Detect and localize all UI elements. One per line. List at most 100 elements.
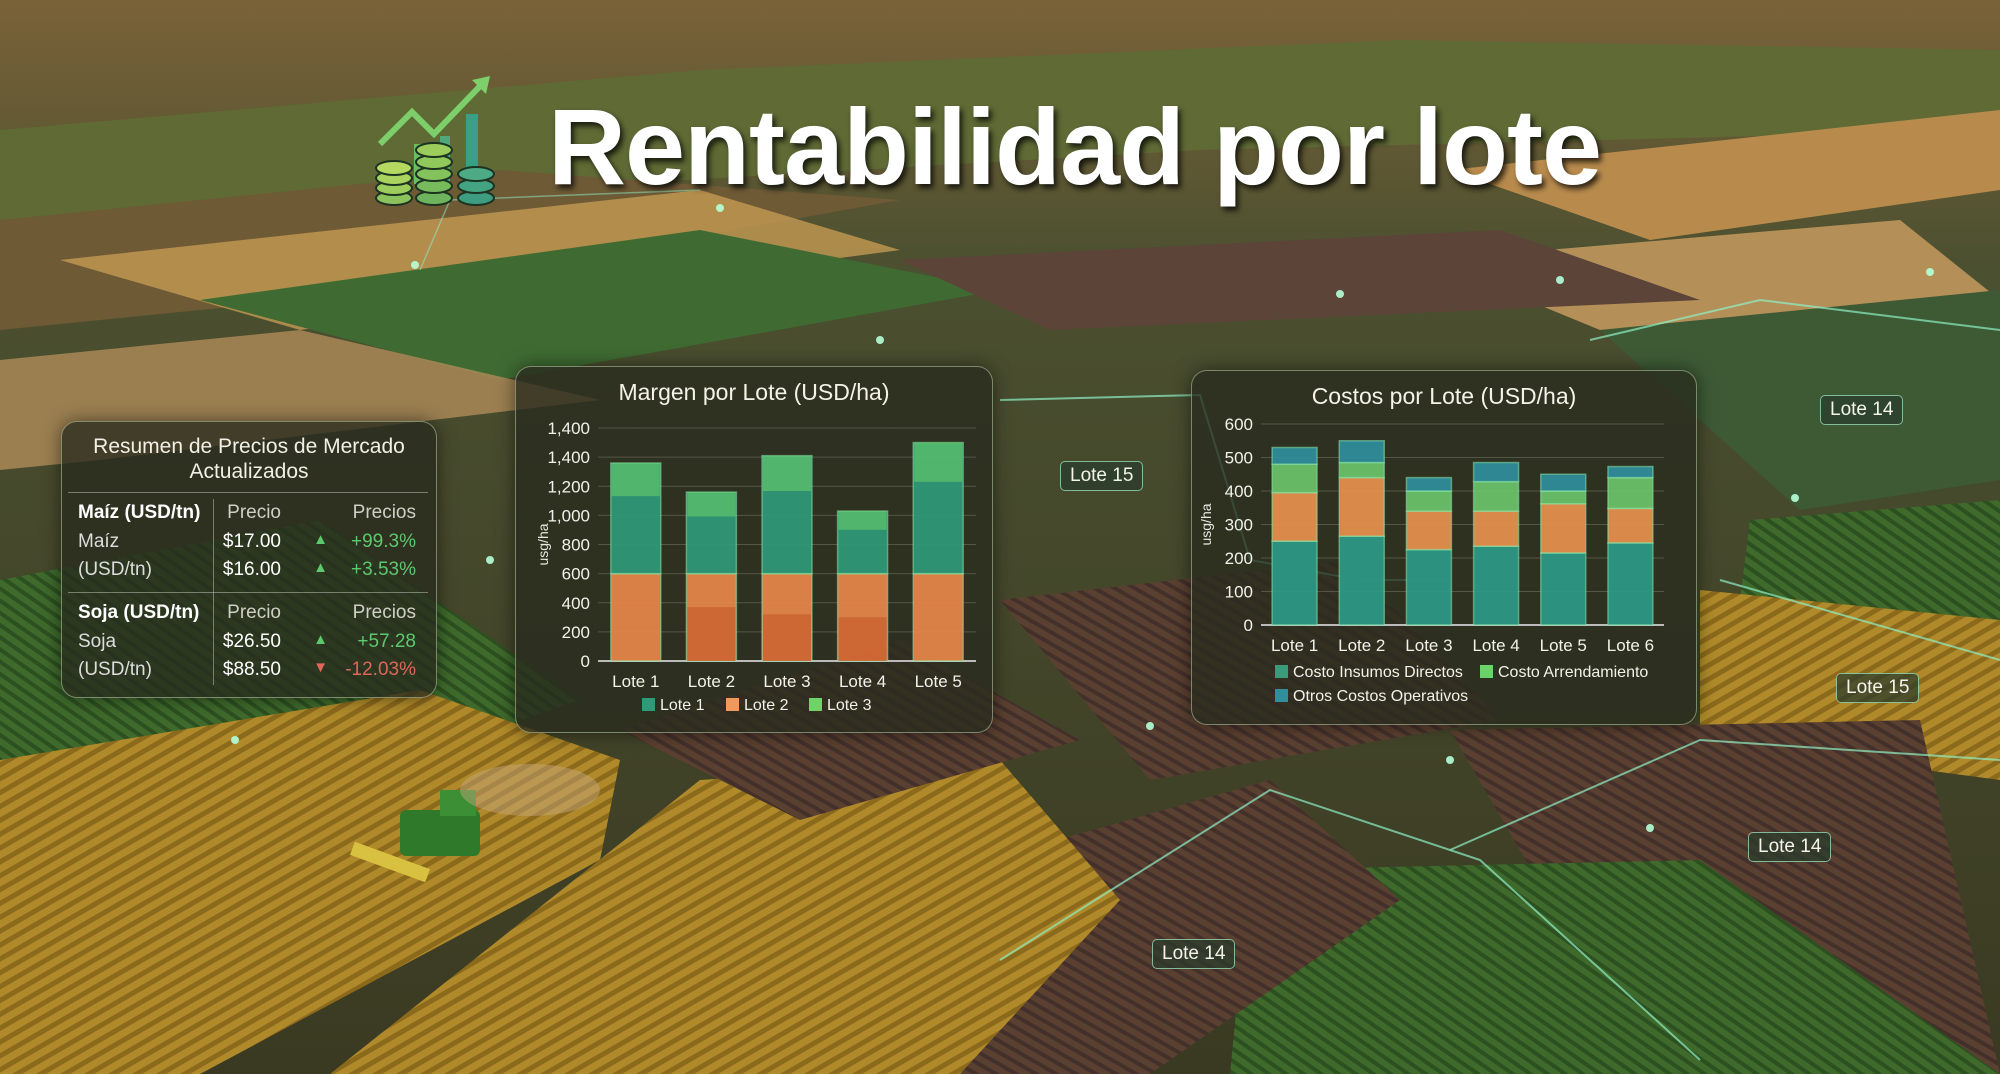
bar-segment <box>1338 535 1385 626</box>
divider <box>213 499 214 685</box>
bar-segment <box>1338 440 1385 464</box>
market-prices-panel: Resumen de Precios de Mercado Actualizad… <box>61 421 437 698</box>
bar-segment-highlight <box>687 492 736 517</box>
bar-segment <box>1405 548 1453 626</box>
legend-swatch <box>1480 665 1493 678</box>
price-row: Soja $26.50 ▲ +57.28 <box>78 631 416 652</box>
lote-tag[interactable]: Lote 14 <box>1748 832 1832 862</box>
bar-segment <box>1271 491 1318 543</box>
price-row: (USD/tn) $88.50 ▼ -12.03% <box>78 659 416 680</box>
bar-segment-highlight <box>838 511 887 530</box>
bar-segment <box>838 617 887 661</box>
bar-segment <box>1472 480 1520 512</box>
price-row: (USD/tn) $16.00 ▲ +3.53% <box>78 559 416 580</box>
y-tick-label: 1,000 <box>547 506 590 525</box>
bar-segment-highlight <box>914 442 963 482</box>
legend-label: Lote 2 <box>744 697 789 714</box>
bar-segment <box>687 607 736 661</box>
costs-chart: 0 100 200 300 400 500 600 usg/ha Lote 1 Lote 2 Lot… <box>1198 415 1664 705</box>
bar-segment <box>1607 507 1654 544</box>
divider <box>68 592 428 593</box>
lote-tag[interactable]: Lote 14 <box>1152 939 1236 969</box>
x-tick-label: Lote 5 <box>915 672 962 691</box>
x-tick-label: Lote 3 <box>763 672 810 691</box>
price-row: Maíz $17.00 ▲ +99.3% <box>78 531 416 552</box>
y-tick-label: 1,400 <box>547 448 590 467</box>
legend-label: Otros Costos Operativos <box>1293 688 1468 705</box>
y-tick-label: 0 <box>1244 616 1253 635</box>
legend-swatch <box>1275 689 1288 702</box>
bar-segment <box>1540 490 1587 505</box>
y-tick-label: 400 <box>562 594 590 613</box>
y-tick-label: 800 <box>562 536 590 555</box>
page-title: Rentabilidad por lote <box>548 86 1602 207</box>
legend-swatch <box>809 698 822 711</box>
price-group-header: Soja (USD/tn) Precio Precios <box>78 602 416 623</box>
bar-segment <box>1472 461 1520 483</box>
legend-swatch <box>642 698 655 711</box>
panel-title: Resumen de Precios de Mercado Actualizad… <box>93 435 405 483</box>
bar-segment <box>1472 545 1520 626</box>
bar-segment <box>1607 476 1654 510</box>
y-tick-label: 500 <box>1225 449 1253 468</box>
bar-segment <box>763 614 811 661</box>
legend-swatch <box>1275 665 1288 678</box>
lote-tag[interactable]: Lote 15 <box>1836 673 1920 703</box>
x-tick-label: Lote 2 <box>1338 636 1385 655</box>
bar-segment <box>1271 446 1318 465</box>
costs-chart-panel: Costos por Lote (USD/ha) 0 100 200 300 400 50… <box>1191 370 1697 725</box>
y-tick-label: 600 <box>562 565 590 584</box>
bar-segment <box>912 572 964 662</box>
triangle-up-icon: ▲ <box>313 631 328 648</box>
x-tick-label: Lote 4 <box>839 672 886 691</box>
y-axis-label: usg/ha <box>535 523 551 565</box>
margin-chart-panel: Margen por Lote (USD/ha) 0 200 400 600 800 1,… <box>515 366 993 733</box>
bar-segment-highlight <box>611 462 660 497</box>
x-tick-label: Lote 1 <box>612 672 659 691</box>
bar-segment <box>1607 465 1654 479</box>
x-tick-label: Lote 6 <box>1607 636 1654 655</box>
x-tick-label: Lote 5 <box>1540 636 1587 655</box>
y-tick-label: 0 <box>581 652 590 671</box>
triangle-up-icon: ▲ <box>313 559 328 576</box>
y-tick-label: 1,400 <box>547 419 590 438</box>
chart-title: Margen por Lote (USD/ha) <box>618 379 890 405</box>
y-tick-label: 200 <box>1225 549 1253 568</box>
divider <box>68 492 428 493</box>
bar-segment <box>1338 461 1385 479</box>
bar-segment-highlight <box>763 455 811 492</box>
bar-segment <box>1405 476 1453 492</box>
bar-segment <box>610 572 662 662</box>
x-tick-label: Lote 1 <box>1271 636 1318 655</box>
legend-label: Costo Arrendamiento <box>1498 664 1648 681</box>
y-tick-label: 400 <box>1225 482 1253 501</box>
triangle-down-icon: ▼ <box>313 659 328 676</box>
x-tick-label: Lote 4 <box>1472 636 1519 655</box>
y-tick-label: 300 <box>1225 516 1253 535</box>
y-tick-label: 1,200 <box>547 477 590 496</box>
x-tick-label: Lote 2 <box>688 672 735 691</box>
y-tick-label: 100 <box>1225 583 1253 602</box>
bar-segment <box>1405 510 1453 551</box>
bar-segment <box>1271 463 1318 494</box>
chart-coins-icon <box>375 76 495 206</box>
legend-swatch <box>726 698 739 711</box>
bar-segment <box>1607 542 1654 626</box>
margin-chart: 0 200 400 600 800 1,000 1,200 1,400 1,400 usg/ha L… <box>535 419 976 714</box>
bar-segment <box>1540 473 1587 492</box>
bar-segment <box>1271 540 1318 626</box>
lote-tag[interactable]: Lote 14 <box>1820 395 1904 425</box>
y-tick-label: 600 <box>1225 415 1253 434</box>
bar-segment <box>1338 476 1385 537</box>
bar-segment <box>1540 502 1587 554</box>
price-group-header: Maíz (USD/tn) Precio Precios <box>78 502 416 523</box>
combine-harvester <box>350 764 600 883</box>
x-tick-label: Lote 3 <box>1405 636 1452 655</box>
bar-segment <box>1405 490 1453 512</box>
legend-label: Lote 1 <box>660 697 705 714</box>
y-axis-label: usg/ha <box>1198 503 1214 545</box>
lote-tag[interactable]: Lote 15 <box>1060 461 1144 491</box>
bar-segment <box>1540 552 1587 626</box>
bar-segment <box>1472 510 1520 548</box>
